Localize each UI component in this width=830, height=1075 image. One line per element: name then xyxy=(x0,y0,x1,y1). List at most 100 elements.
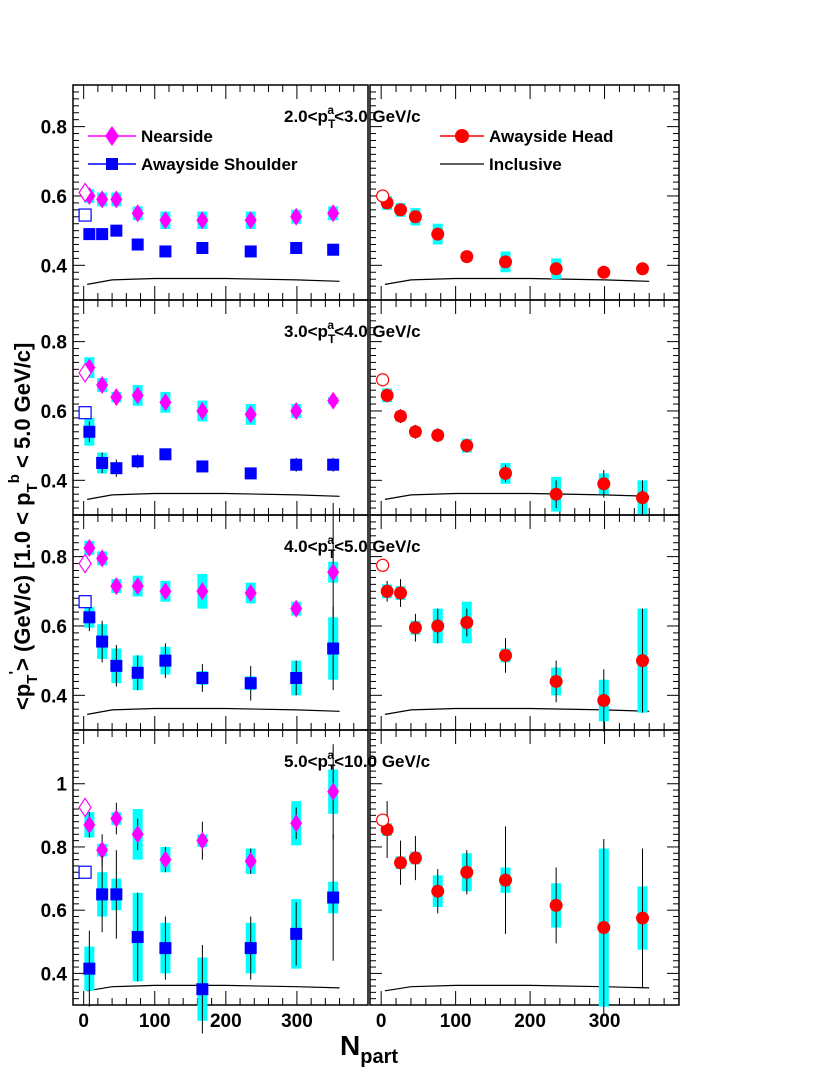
shoulder-series-point xyxy=(131,238,144,251)
head-series-point xyxy=(549,898,563,912)
shoulder-pp-point xyxy=(78,208,92,222)
head-series-point xyxy=(408,851,422,865)
x-tick-labels: 0 100 200 300 0 100 200 300 xyxy=(78,1011,620,1032)
shoulder-series xyxy=(83,603,340,701)
nearside-series-point xyxy=(196,401,209,420)
left-x-ticks xyxy=(83,300,369,515)
left-inclusive-curve xyxy=(87,277,340,285)
head-series-point xyxy=(636,491,650,505)
head-series-point xyxy=(549,674,563,688)
left-inclusive-curve xyxy=(87,707,340,715)
legend-nearside-marker xyxy=(105,126,119,146)
shoulder-series-point xyxy=(131,931,144,944)
nearside-series xyxy=(83,502,340,642)
y-tick-label: 0.8 xyxy=(41,838,67,859)
head-series-point xyxy=(460,865,474,879)
head-pp-point xyxy=(376,813,390,827)
panel-3: 0.4 0.6 0.8 4.0<pTa<5.0 GeV/c xyxy=(41,502,680,732)
nearside-series-point xyxy=(327,563,340,582)
nearside-series xyxy=(83,186,340,230)
shoulder-series-point xyxy=(159,448,172,461)
nearside-series-point xyxy=(110,190,123,209)
left-inclusive-curve xyxy=(87,984,340,992)
head-series-point xyxy=(431,884,445,898)
nearside-series-point xyxy=(159,211,172,230)
shoulder-pp-point xyxy=(78,406,92,420)
shoulder-series-point xyxy=(159,654,172,667)
right-pad-frame xyxy=(369,729,680,1006)
head-series-point xyxy=(636,654,650,668)
legend-inclusive-label: Inclusive xyxy=(489,155,562,174)
head-series-point xyxy=(597,694,611,708)
right-x-ticks xyxy=(380,515,680,730)
legend-shoulder-marker xyxy=(106,158,118,170)
left-y-ticks xyxy=(73,84,85,301)
panel-label: 5.0<pTa<10.0 GeV/c xyxy=(284,748,430,776)
head-series-point xyxy=(431,619,445,633)
nearside-series-point xyxy=(327,391,340,410)
panels-group: 0.4 0.6 0.8 2.0<pTa<3.0 GeV/c 0.4 0.6 0.8 3.0<p… xyxy=(41,84,680,1034)
nearside-series-point xyxy=(244,852,257,871)
left-pad-frame xyxy=(72,729,369,1006)
head-series-point xyxy=(394,409,408,423)
shoulder-series-point xyxy=(83,962,96,975)
x-tick-label: 100 xyxy=(139,1011,171,1032)
legend-left: Nearside Awayside Shoulder xyxy=(88,126,298,174)
shoulder-series-point xyxy=(83,228,96,241)
panel-label: 3.0<pTa<4.0 GeV/c xyxy=(284,318,421,346)
right-y-ticks xyxy=(370,299,679,516)
head-pp-point xyxy=(376,373,390,387)
nearside-series-point xyxy=(196,582,209,601)
head-series xyxy=(380,388,650,515)
x-tick-label: 300 xyxy=(281,1011,313,1032)
legend-shoulder-label: Awayside Shoulder xyxy=(141,155,298,174)
nearside-series-point xyxy=(327,204,340,223)
left-x-ticks xyxy=(83,85,369,300)
nearside-series-point xyxy=(110,809,123,828)
shoulder-series xyxy=(83,224,340,258)
y-tick-label: 0.4 xyxy=(41,964,68,985)
y-axis-title: <pT'> (GeV/c) [1.0 < pTb < 5.0 GeV/c] xyxy=(6,343,41,710)
head-series xyxy=(380,801,650,1017)
nearside-series-point xyxy=(290,814,303,833)
y-tick-label: 0.6 xyxy=(41,402,67,423)
right-inclusive-curve xyxy=(384,707,650,715)
nearside-series-point xyxy=(131,204,144,223)
nearside-series-point xyxy=(290,401,303,420)
y-tick-label: 1 xyxy=(56,775,67,796)
left-y-ticks xyxy=(73,732,85,1006)
legend-nearside-label: Nearside xyxy=(141,127,213,146)
head-pp-point xyxy=(376,189,390,203)
head-series-point xyxy=(597,921,611,935)
nearside-pp-point xyxy=(78,797,92,818)
shoulder-series-point xyxy=(327,458,340,471)
x-tick-label: 300 xyxy=(589,1011,621,1032)
shoulder-series-point xyxy=(96,456,109,469)
y-tick-label: 0.4 xyxy=(41,256,68,277)
shoulder-series-point xyxy=(196,241,209,254)
nearside-series-point xyxy=(290,207,303,226)
shoulder-series-point xyxy=(244,942,257,955)
nearside-series-point xyxy=(290,599,303,618)
panel-label: 2.0<pTa<3.0 GeV/c xyxy=(284,103,421,131)
y-tick-label: 0.4 xyxy=(41,471,68,492)
shoulder-series-point xyxy=(290,458,303,471)
shoulder-series-point xyxy=(327,642,340,655)
nearside-series-point xyxy=(159,582,172,601)
x-axis-title: Npart xyxy=(340,1030,398,1068)
head-series-point xyxy=(499,648,513,662)
y-tick-label: 0.8 xyxy=(41,548,67,569)
head-series-point xyxy=(499,466,513,480)
head-series-point xyxy=(408,621,422,635)
nearside-series-point xyxy=(96,190,109,209)
shoulder-series-point xyxy=(83,425,96,438)
panel-label: 4.0<pTa<5.0 GeV/c xyxy=(284,533,421,561)
shoulder-pp-point xyxy=(78,865,92,879)
head-series-point xyxy=(460,616,474,629)
svg-text:<pT'> (GeV/c) [1.0 < pTb < 5.0: <pT'> (GeV/c) [1.0 < pTb < 5.0 GeV/c] xyxy=(6,343,41,710)
shoulder-pp-point xyxy=(78,595,92,609)
shoulder-series-point xyxy=(110,659,123,672)
head-series-point xyxy=(499,255,513,269)
y-tick-label: 0.4 xyxy=(41,686,68,707)
